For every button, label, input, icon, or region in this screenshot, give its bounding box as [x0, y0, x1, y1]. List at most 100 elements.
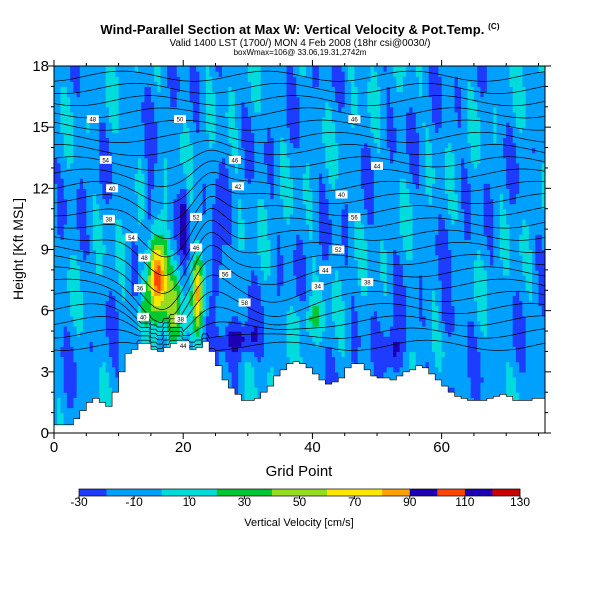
velocity-cell	[354, 310, 359, 368]
velocity-cell	[244, 66, 249, 108]
velocity-cell	[496, 66, 501, 433]
x-axis-label: Grid Point	[266, 463, 334, 480]
velocity-cell	[228, 66, 233, 87]
isentrope-label: 54	[102, 158, 109, 164]
velocity-cell	[189, 66, 194, 103]
velocity-cell	[341, 106, 346, 210]
velocity-cell	[519, 300, 523, 373]
velocity-cell	[538, 66, 543, 72]
velocity-cell	[60, 132, 65, 179]
velocity-cell	[221, 157, 226, 245]
valid-time-subtitle: Valid 1400 LST (1700/) MON 4 Feb 2008 (1…	[169, 38, 431, 49]
velocity-cell	[209, 76, 213, 149]
velocity-cell	[83, 188, 87, 261]
velocity-cell	[457, 86, 462, 128]
velocity-cell	[461, 66, 465, 159]
velocity-cell	[393, 66, 398, 77]
box-max-subtitle: boxWmax=106@ 33.06,19.31,2742m	[233, 48, 367, 57]
velocity-cell	[141, 122, 146, 174]
velocity-cell	[438, 280, 443, 332]
velocity-cell	[131, 234, 136, 296]
velocity-cell	[431, 66, 436, 123]
velocity-cell	[99, 183, 104, 220]
velocity-cell	[296, 66, 301, 98]
velocity-cell	[63, 392, 68, 429]
velocity-cell	[367, 66, 372, 82]
velocity-cell	[167, 274, 171, 317]
velocity-cell	[541, 315, 545, 419]
velocity-cell	[289, 213, 294, 307]
velocity-cell	[63, 86, 68, 159]
velocity-cell	[150, 66, 155, 103]
velocity-cell	[163, 310, 168, 322]
velocity-cell	[393, 152, 398, 251]
velocity-cell	[157, 213, 162, 235]
velocity-cell	[134, 244, 139, 296]
colorbar-swatch	[79, 489, 107, 496]
velocity-cell	[254, 356, 259, 388]
velocity-cell	[76, 188, 81, 230]
colorbar-tick-label: 30	[238, 495, 252, 509]
velocity-cell	[157, 91, 162, 215]
velocity-cell	[428, 203, 433, 378]
velocity-cell	[396, 66, 401, 93]
velocity-cell	[160, 66, 165, 210]
velocity-cell	[73, 254, 78, 327]
colorbar-label: Vertical Velocity [cm/s]	[244, 517, 353, 529]
velocity-cell	[60, 356, 65, 414]
isentrope-line	[54, 315, 545, 341]
isentrope-line	[54, 327, 545, 345]
velocity-cell	[299, 66, 304, 77]
velocity-cell	[144, 66, 149, 87]
velocity-cell	[357, 213, 362, 286]
isentrope-label: 54	[128, 236, 135, 242]
velocity-cell	[503, 274, 507, 433]
velocity-cell	[370, 315, 375, 363]
velocity-cell	[293, 147, 297, 251]
velocity-cell	[212, 91, 217, 144]
velocity-cell	[218, 76, 223, 164]
velocity-cell	[367, 147, 372, 225]
velocity-cell	[128, 66, 133, 358]
velocity-cell	[322, 183, 326, 261]
velocity-cell	[89, 341, 94, 353]
velocity-cell	[344, 66, 349, 205]
velocity-cell	[202, 213, 207, 266]
velocity-cell	[331, 320, 336, 358]
velocity-cell	[108, 356, 113, 388]
velocity-cell	[183, 173, 188, 189]
velocity-cell	[108, 122, 113, 154]
velocity-cell	[335, 101, 339, 144]
velocity-cell	[406, 66, 410, 113]
velocity-cell	[422, 315, 427, 327]
colorbar-swatch	[492, 489, 521, 496]
velocity-cell	[202, 183, 207, 215]
velocity-cell	[315, 66, 320, 87]
velocity-cell	[293, 66, 297, 77]
isentrope-label: 36	[137, 287, 144, 293]
velocity-cell	[225, 66, 230, 113]
velocity-cell	[144, 157, 149, 251]
velocity-cell	[377, 152, 381, 322]
velocity-cell	[386, 66, 391, 87]
velocity-cell	[360, 295, 365, 404]
velocity-cell	[79, 66, 84, 179]
velocity-cell	[134, 193, 139, 245]
colorbar-swatch	[161, 489, 190, 496]
velocity-cell	[234, 127, 239, 174]
velocity-cell	[234, 66, 239, 128]
velocity-cell	[464, 239, 469, 404]
velocity-cell	[92, 193, 97, 251]
velocity-cell	[112, 295, 116, 368]
velocity-cell	[57, 397, 62, 433]
velocity-cell	[241, 341, 246, 353]
velocity-cell	[360, 188, 365, 225]
isentrope-label: 46	[232, 158, 239, 164]
velocity-cell	[141, 218, 146, 271]
velocity-cell	[118, 285, 123, 433]
velocity-cell	[512, 66, 517, 113]
velocity-cell	[76, 96, 81, 189]
velocity-cell	[254, 66, 259, 113]
velocity-cell	[315, 325, 320, 347]
